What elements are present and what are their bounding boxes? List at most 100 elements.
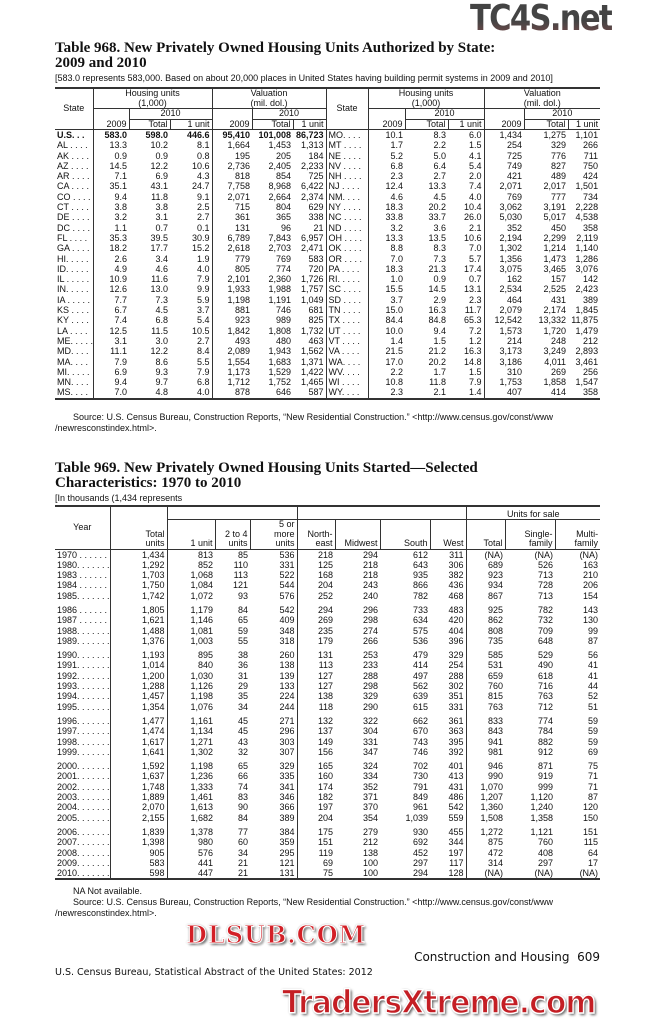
state-label: UT . . . . <box>325 325 369 336</box>
table-cell: 6.8 <box>197 377 210 388</box>
table-cell: 1,637 <box>109 771 167 782</box>
table-cell: 6.9 <box>155 171 168 182</box>
table-cell: 536 <box>413 635 429 646</box>
northeast-label: east <box>315 538 333 548</box>
table-cell: 110 <box>233 559 248 570</box>
table-cell: 4.3 <box>197 171 210 182</box>
table-cell: 307 <box>279 746 295 757</box>
table-cell: 634 <box>413 615 429 626</box>
table-cell: 1,354 <box>109 701 167 712</box>
table-cell: 303 <box>279 736 295 747</box>
table-cell: 7.2 <box>469 325 482 336</box>
table-cell: 21 <box>215 868 250 881</box>
table-cell: 763 <box>465 701 506 712</box>
table-cell: 531 <box>465 660 506 671</box>
table-cell: 4.9 <box>92 263 129 275</box>
table-cell: 912 <box>538 746 554 757</box>
table-cell: 935 <box>413 570 429 581</box>
table-cell: 2.1 <box>469 222 482 233</box>
year-label: 1986 . . . . . . . . . <box>57 604 110 615</box>
table-969-title-line1: Table 969. New Privately Owned Housing U… <box>55 460 478 476</box>
table-cell: 1,240 <box>530 802 554 813</box>
table-cell: 113 <box>296 660 336 671</box>
table-cell: 1,173 <box>211 366 253 378</box>
col-total-units: Total units <box>109 505 168 550</box>
table-cell: 75 <box>588 761 599 772</box>
table-cell: 266 <box>583 140 599 151</box>
table-cell: 5.5 <box>197 356 210 367</box>
table-cell: 1,641 <box>109 746 167 758</box>
table-cell: 354 <box>363 812 379 823</box>
col-west: West <box>429 519 467 550</box>
table-cell: 1,146 <box>166 615 215 626</box>
table-cell: 131 <box>250 868 298 881</box>
table-cell: 366 <box>279 802 295 813</box>
table-cell: 576 <box>166 847 215 858</box>
table-cell: 919 <box>538 771 554 782</box>
table-cell: 881 <box>211 305 253 316</box>
state-label: GA . . . . <box>57 243 90 254</box>
table-cell: 130 <box>583 615 599 626</box>
page-number: 609 <box>577 950 600 964</box>
year-label: 1996. . . . . . . . . <box>57 715 110 726</box>
table-cell: 468 <box>448 590 464 601</box>
table-cell: 12.2 <box>150 346 168 357</box>
table-cell: 882 <box>538 736 554 747</box>
source-line: Source: U.S. Census Bureau, Construction… <box>73 412 553 422</box>
table-cell: 358 <box>568 387 601 400</box>
table-cell: 4.0 <box>197 263 210 274</box>
table-cell: 1,712 <box>211 377 253 388</box>
table-cell: 382 <box>448 570 464 581</box>
table-cell: 1,014 <box>109 660 167 671</box>
table-cell: 101,008 <box>258 130 292 140</box>
table-cell: 480 <box>275 335 292 346</box>
table-row: HI. . . . . 2.6 3.4 1.9 779 769 583 OR . . . .7… <box>55 253 600 264</box>
table-cell: 463 <box>308 335 324 346</box>
table-cell: 743 <box>413 736 429 747</box>
state-label: WI . . . . <box>325 377 369 388</box>
table-cell: 33.7 <box>428 212 447 223</box>
table-cell: 1,461 <box>166 792 215 803</box>
col-group-housing-units: Housing units (1,000) <box>92 87 213 109</box>
table-cell: 11,875 <box>571 315 599 326</box>
table-cell: 833 <box>465 711 506 727</box>
table-cell: 3.0 <box>155 335 168 346</box>
table-cell: 1,049 <box>301 294 324 305</box>
table-cell: 6.4 <box>433 160 447 171</box>
table-cell: 51 <box>588 701 599 712</box>
table-cell: 218 <box>363 570 379 581</box>
state-label: NV . . . . <box>325 160 369 172</box>
housing-units-label: Housing units <box>125 88 180 98</box>
table-cell: 746 <box>413 746 429 757</box>
table-cell: 163 <box>583 559 599 570</box>
table-cell: 659 <box>465 670 506 682</box>
state-label: KY . . . . <box>57 315 89 326</box>
table-cell: 233 <box>363 660 379 671</box>
table-cell: 1,286 <box>575 253 599 264</box>
table-cell: 119 <box>296 847 336 858</box>
table-cell: 12.5 <box>92 325 129 336</box>
year-label: 1994. . . . . . . . . <box>57 691 110 702</box>
five-or-more-label: units <box>275 538 295 548</box>
year-label: 1987 . . . . . . . . . <box>57 615 110 626</box>
table-cell: 149 <box>296 736 336 747</box>
table-cell: 93 <box>237 590 248 601</box>
table-cell: 358 <box>583 222 599 233</box>
table-cell: 3,249 <box>543 346 567 357</box>
table-cell: 151 <box>583 826 599 837</box>
table-cell: 1,473 <box>543 253 567 264</box>
table-cell: 14.5 <box>428 284 447 295</box>
table-cell: 206 <box>583 580 599 591</box>
table-cell: 69 <box>588 746 599 757</box>
table-cell: 324 <box>363 761 379 772</box>
table-cell: 2,703 <box>268 243 292 254</box>
table-cell: 26.0 <box>464 212 482 223</box>
state-label: WV. . . . <box>325 366 369 378</box>
state-label: DC . . . . <box>57 222 91 233</box>
table-cell: 10.6 <box>191 160 210 171</box>
